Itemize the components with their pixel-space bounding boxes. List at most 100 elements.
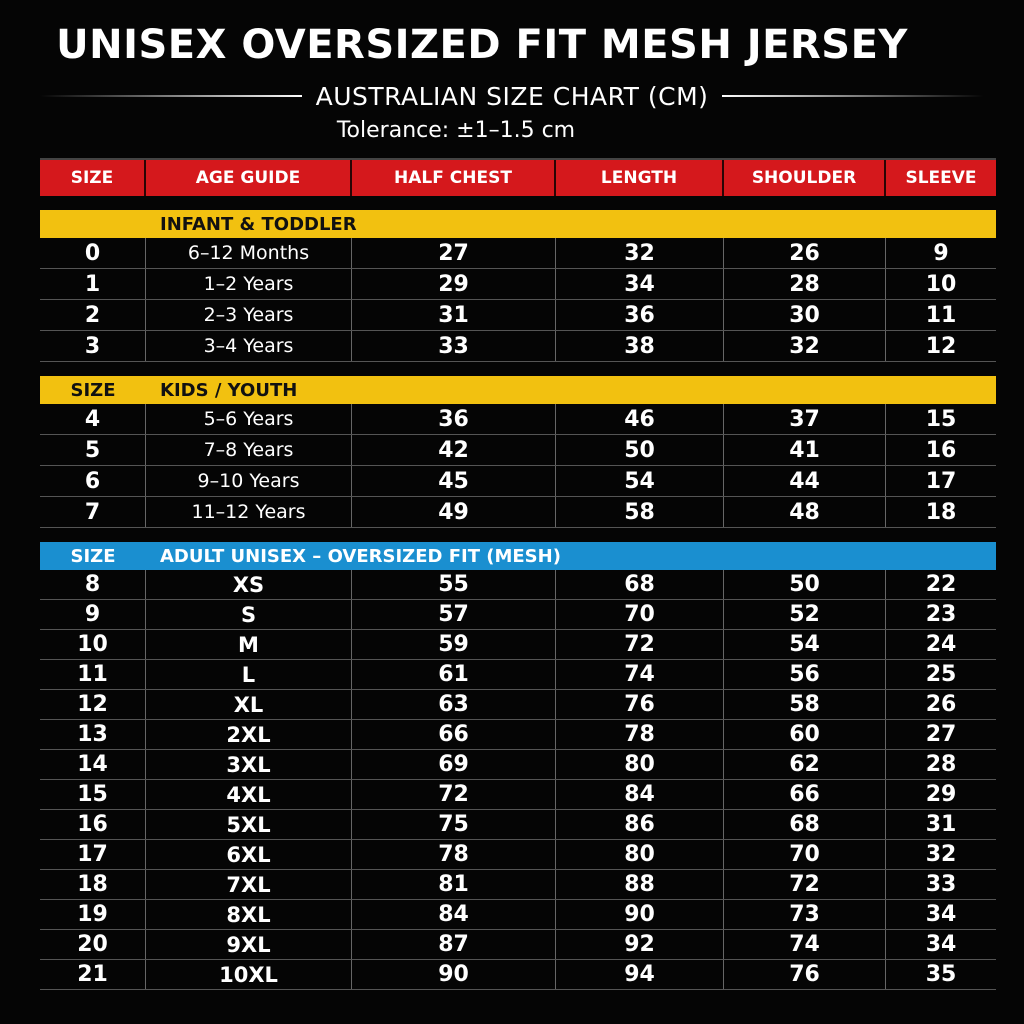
chart-title: UNISEX OVERSIZED FIT MESH JERSEY	[56, 22, 908, 68]
sleeve-cell: 28	[925, 752, 957, 777]
length-cell: 38	[556, 331, 724, 361]
section-gap	[40, 196, 996, 210]
section-size-label: SIZE	[70, 545, 116, 567]
age-guide-cell: 3–4 Years	[146, 331, 352, 361]
section-gap	[40, 362, 996, 376]
table-row: 3 3–4 Years 33 38 32 12	[40, 331, 996, 362]
table-row: 10 M 59 72 54 24	[40, 630, 996, 660]
sleeve-cell: 18	[925, 499, 957, 525]
shoulder-cell: 48	[724, 497, 886, 527]
half-chest-cell: 69	[352, 750, 556, 779]
age-guide-cell: 7–8 Years	[146, 435, 352, 465]
sleeve-cell: 25	[925, 662, 957, 687]
size-cell: 8	[40, 570, 146, 599]
table-row: 18 7XL 81 88 72 33	[40, 870, 996, 900]
sleeve-cell: 34	[925, 902, 957, 927]
size-cell: 13	[40, 720, 146, 749]
length-cell: 32	[556, 238, 724, 268]
table-row: 11 L 61 74 56 25	[40, 660, 996, 690]
section-header: SIZE ADULT UNISEX – OVERSIZED FIT (MESH)	[40, 542, 996, 570]
header-half-chest: HALF CHEST	[352, 160, 556, 196]
size-cell: 16	[40, 810, 146, 839]
half-chest-cell: 78	[352, 840, 556, 869]
table-row: 15 4XL 72 84 66 29	[40, 780, 996, 810]
right-rule	[722, 95, 985, 97]
length-cell: 68	[556, 570, 724, 599]
length-cell: 46	[556, 404, 724, 434]
size-cell: 15	[40, 780, 146, 809]
section-gap	[40, 528, 996, 542]
header-sleeve: SLEEVE	[905, 168, 977, 188]
section-label: KIDS / YOUTH	[160, 379, 298, 401]
sleeve-cell: 27	[925, 722, 957, 747]
sleeve-cell: 33	[925, 872, 957, 897]
shoulder-cell: 76	[724, 960, 886, 989]
age-guide-cell: XS	[146, 570, 352, 599]
shoulder-cell: 32	[724, 331, 886, 361]
table-row: 9 S 57 70 52 23	[40, 600, 996, 630]
section-label: INFANT & TODDLER	[160, 213, 357, 235]
table-row: 12 XL 63 76 58 26	[40, 690, 996, 720]
sleeve-cell: 22	[925, 572, 957, 597]
size-cell: 7	[40, 497, 146, 527]
length-cell: 78	[556, 720, 724, 749]
table-row: 7 11–12 Years 49 58 48 18	[40, 497, 996, 528]
shoulder-cell: 60	[724, 720, 886, 749]
half-chest-cell: 36	[352, 404, 556, 434]
chart-subtitle: AUSTRALIAN SIZE CHART (CM)	[315, 81, 709, 111]
sleeve-cell: 23	[925, 602, 957, 627]
size-cell: 18	[40, 870, 146, 899]
size-cell: 10	[40, 630, 146, 659]
size-table: SIZE AGE GUIDE HALF CHEST LENGTH SHOULDE…	[40, 158, 996, 990]
sleeve-cell: 24	[925, 632, 957, 657]
shoulder-cell: 54	[724, 630, 886, 659]
half-chest-cell: 49	[352, 497, 556, 527]
section-size-label: SIZE	[70, 379, 116, 401]
age-guide-cell: 6–12 Months	[146, 238, 352, 268]
age-guide-cell: 1–2 Years	[146, 269, 352, 299]
half-chest-cell: 66	[352, 720, 556, 749]
length-cell: 54	[556, 466, 724, 496]
shoulder-cell: 74	[724, 930, 886, 959]
size-cell: 14	[40, 750, 146, 779]
header-age-guide: AGE GUIDE	[146, 160, 352, 196]
table-body: INFANT & TODDLER 0 6–12 Months 27 32 26 9 1 1–2 …	[40, 196, 996, 990]
shoulder-cell: 37	[724, 404, 886, 434]
shoulder-cell: 56	[724, 660, 886, 689]
sleeve-cell: 10	[925, 271, 957, 297]
size-cell: 0	[40, 238, 146, 268]
age-guide-cell: 7XL	[146, 870, 352, 899]
half-chest-cell: 63	[352, 690, 556, 719]
half-chest-cell: 84	[352, 900, 556, 929]
length-cell: 70	[556, 600, 724, 629]
table-row: 4 5–6 Years 36 46 37 15	[40, 404, 996, 435]
shoulder-cell: 28	[724, 269, 886, 299]
half-chest-cell: 72	[352, 780, 556, 809]
shoulder-cell: 52	[724, 600, 886, 629]
age-guide-cell: 2XL	[146, 720, 352, 749]
table-row: 17 6XL 78 80 70 32	[40, 840, 996, 870]
sleeve-cell: 16	[925, 437, 957, 463]
size-cell: 20	[40, 930, 146, 959]
table-row: 0 6–12 Months 27 32 26 9	[40, 238, 996, 269]
sleeve-cell: 15	[925, 406, 957, 432]
section-label: ADULT UNISEX – OVERSIZED FIT (MESH)	[160, 545, 561, 567]
age-guide-cell: 9–10 Years	[146, 466, 352, 496]
subtitle-row: AUSTRALIAN SIZE CHART (CM)	[40, 80, 985, 112]
half-chest-cell: 81	[352, 870, 556, 899]
half-chest-cell: 57	[352, 600, 556, 629]
table-row: 19 8XL 84 90 73 34	[40, 900, 996, 930]
age-guide-cell: 4XL	[146, 780, 352, 809]
half-chest-cell: 87	[352, 930, 556, 959]
table-row: 5 7–8 Years 42 50 41 16	[40, 435, 996, 466]
sleeve-cell: 9	[933, 240, 949, 266]
length-cell: 94	[556, 960, 724, 989]
table-row: 14 3XL 69 80 62 28	[40, 750, 996, 780]
size-cell: 12	[40, 690, 146, 719]
sleeve-cell: 32	[925, 842, 957, 867]
table-row: 6 9–10 Years 45 54 44 17	[40, 466, 996, 497]
shoulder-cell: 62	[724, 750, 886, 779]
size-cell: 1	[40, 269, 146, 299]
table-header: SIZE AGE GUIDE HALF CHEST LENGTH SHOULDE…	[40, 158, 996, 196]
size-cell: 6	[40, 466, 146, 496]
